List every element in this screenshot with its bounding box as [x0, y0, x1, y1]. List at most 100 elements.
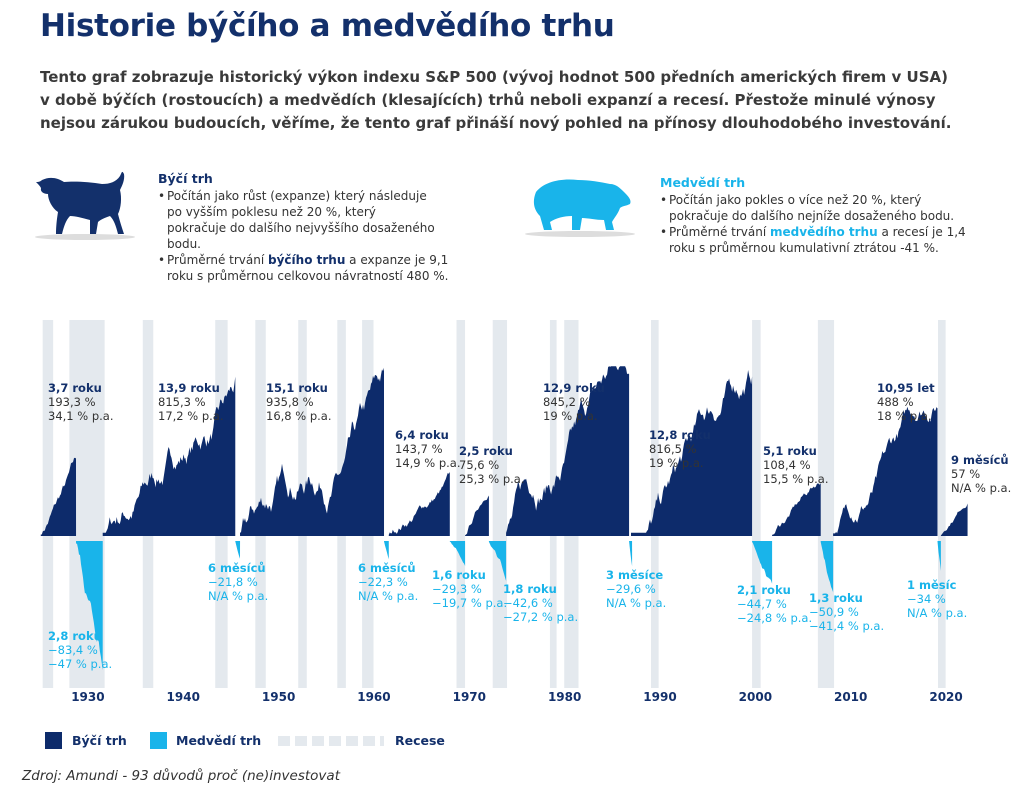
bull-duration-label: 3,7 roku	[48, 381, 102, 395]
bull-market-label: 15,1 roku 935,8 % 16,8 % p.a.	[266, 381, 332, 423]
recession-band	[938, 320, 946, 688]
bear-market-area	[820, 541, 834, 593]
legend-bear: Medvědí trh	[176, 733, 262, 748]
x-tick-label: 2020	[929, 690, 963, 704]
bull-duration-label: 13,9 roku	[158, 381, 220, 395]
bull-return-label: 815,3 %	[158, 395, 206, 409]
bull-market-label: 6,4 roku 143,7 % 14,9 % p.a.	[395, 428, 461, 470]
bull-duration-label: 10,95 let	[877, 381, 935, 395]
bear-annual-label: N/A % p.a.	[208, 589, 269, 603]
bull-return-label: 57 %	[951, 467, 981, 481]
bear-average: Průměrné trvání medvědího trhu a recesí …	[660, 224, 989, 256]
bear-return-label: −50,9 %	[809, 605, 859, 619]
bull-annual-label: 16,8 % p.a.	[266, 409, 332, 423]
bull-market-area	[940, 503, 968, 536]
bear-annual-label: N/A % p.a.	[606, 596, 667, 610]
bear-market-label: 1 měsíc −34 % N/A % p.a.	[907, 578, 967, 620]
bull-average: Průměrné trvání býčího trhu a expanze je…	[158, 252, 467, 284]
bull-annual-label: 18 % p.a.	[877, 409, 932, 423]
bull-market-label: 12,9 roku 845,2 % 19 % p.a.	[543, 381, 605, 423]
bull-market-info: Býčí trh Počítán jako růst (expanze) kte…	[158, 171, 467, 284]
bull-market-label: 10,95 let 488 % 18 % p.a.	[877, 381, 935, 423]
text: a expanze je 9,1 roku s průměrnou celkov…	[167, 253, 449, 283]
bear-duration-label: 2,1 roku	[737, 583, 791, 597]
bear-duration-label: 1,6 roku	[432, 568, 486, 582]
bull-duration-label: 15,1 roku	[266, 381, 328, 395]
bear-annual-label: −47 % p.a.	[48, 657, 113, 671]
text: Průměrné trvání	[669, 225, 771, 239]
text: a recesí je 1,4 roku s průměrnou kumulat…	[669, 225, 966, 255]
intro-line: v době býčích (rostoucích) a medvědích (…	[40, 91, 936, 109]
bear-definition: Počítán jako pokles o více než 20 %, kte…	[660, 192, 979, 224]
bull-annual-label: 19 % p.a.	[543, 409, 598, 423]
x-tick-label: 1960	[357, 690, 391, 704]
bear-duration-label: 6 měsíců	[358, 561, 416, 575]
bear-market-label: 2,1 roku −44,7 % −24,8 % p.a.	[737, 583, 812, 625]
bull-market-area	[772, 483, 821, 536]
bear-market-area	[76, 541, 103, 671]
bear-icon	[525, 179, 635, 237]
bear-market-label: 6 měsíců −22,3 % N/A % p.a.	[358, 561, 418, 603]
bull-definition: Počítán jako růst (expanze) který násled…	[158, 188, 437, 252]
bull-market-label: 5,1 roku 108,4 % 15,5 % p.a.	[763, 444, 829, 486]
bull-annual-label: 25,3 % p.a.	[459, 472, 525, 486]
bull-return-label: 935,8 %	[266, 395, 314, 409]
legend-swatch-recession	[278, 736, 384, 746]
legend-swatch-bull	[45, 732, 62, 749]
recession-band	[42, 320, 54, 688]
x-tick-label: 1950	[261, 690, 296, 704]
bear-market-area	[752, 541, 773, 584]
bull-return-label: 143,7 %	[395, 442, 443, 456]
bear-return-label: −42,6 %	[503, 596, 553, 610]
bear-annual-label: N/A % p.a.	[907, 606, 968, 620]
source-note: Zdroj: Amundi - 93 důvodů proč (ne)inves…	[22, 768, 340, 784]
bear-market-info: Medvědí trh Počítán jako pokles o více n…	[660, 175, 989, 256]
recession-band	[752, 320, 761, 688]
text: Průměrné trvání	[167, 253, 269, 267]
intro-line: Tento graf zobrazuje historický výkon in…	[40, 68, 948, 86]
bull-return-label: 108,4 %	[763, 458, 811, 472]
bear-return-label: −21,8 %	[208, 575, 258, 589]
bear-duration-label: 3 měsíce	[606, 568, 664, 582]
intro-text: Tento graf zobrazuje historický výkon in…	[40, 66, 1000, 135]
bull-market-area	[506, 366, 630, 536]
highlight: medvědího trhu	[770, 225, 878, 239]
bear-return-label: −29,3 %	[432, 582, 482, 596]
bear-duration-label: 1 měsíc	[907, 578, 957, 592]
bear-return-label: −44,7 %	[737, 597, 787, 611]
x-tick-label: 1970	[452, 690, 486, 704]
x-tick-label: 1930	[71, 690, 105, 704]
x-tick-label: 1990	[643, 690, 677, 704]
bull-annual-label: N/A % p.a.	[951, 481, 1012, 495]
bear-duration-label: 6 měsíců	[208, 561, 266, 575]
bear-market-label: 6 měsíců −21,8 % N/A % p.a.	[208, 561, 268, 603]
bull-market-label: 2,5 roku 75,6 % 25,3 % p.a.	[459, 444, 525, 486]
bull-duration-label: 2,5 roku	[459, 444, 513, 458]
page-title: Historie býčího a medvědího trhu	[40, 8, 615, 44]
bull-annual-label: 34,1 % p.a.	[48, 409, 114, 423]
x-tick-label: 1980	[547, 690, 582, 704]
bull-market-area	[40, 457, 77, 536]
recession-band	[492, 320, 508, 688]
bull-return-label: 845,2 %	[543, 395, 591, 409]
bull-annual-label: 17,2 % p.a.	[158, 409, 224, 423]
bull-market-area	[630, 370, 753, 536]
bear-market-area	[629, 541, 633, 567]
bear-return-label: −83,4 %	[48, 643, 98, 657]
bear-annual-label: N/A % p.a.	[358, 589, 419, 603]
bull-return-label: 193,3 %	[48, 395, 96, 409]
market-chart	[40, 320, 968, 688]
bull-market-area	[388, 471, 450, 536]
bear-duration-label: 1,3 roku	[809, 591, 863, 605]
bull-market-label: 3,7 roku 193,3 % 34,1 % p.a.	[48, 381, 114, 423]
bull-duration-label: 9 měsíců	[951, 453, 1009, 467]
bear-market-area	[235, 541, 241, 559]
bull-return-label: 488 %	[877, 395, 914, 409]
bear-duration-label: 1,8 roku	[503, 582, 557, 596]
recession-band	[651, 320, 659, 688]
bear-market-label: 1,6 roku −29,3 % −19,7 % p.a.	[432, 568, 507, 610]
bull-return-label: 75,6 %	[459, 458, 500, 472]
bear-annual-label: −41,4 % p.a.	[809, 619, 885, 633]
bear-annual-label: −19,7 % p.a.	[432, 596, 508, 610]
bull-annual-label: 14,9 % p.a.	[395, 456, 461, 470]
